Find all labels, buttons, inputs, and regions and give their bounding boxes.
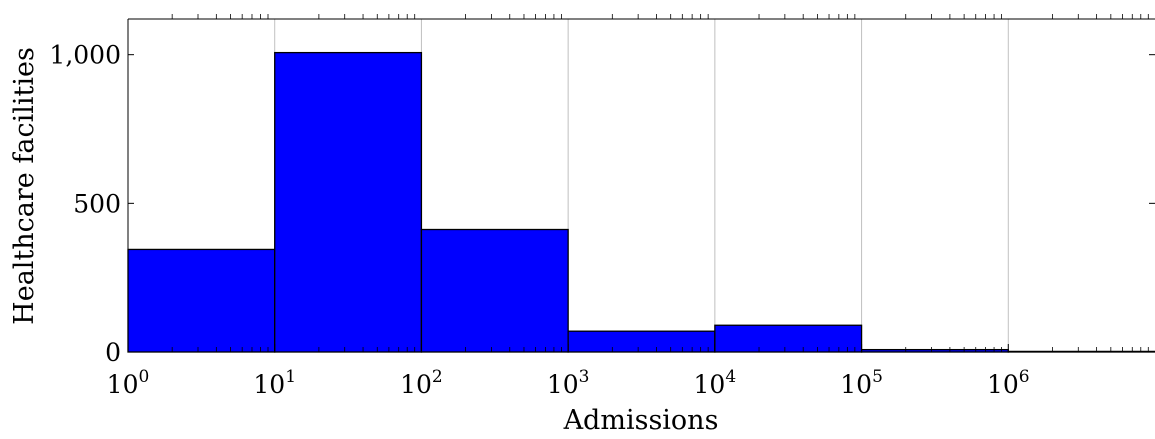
y-tick-label: 500 [73, 189, 121, 218]
histogram-bar [567, 330, 716, 353]
bars [127, 51, 1155, 353]
x-tick-label: 105 [840, 367, 883, 399]
histogram-bar [127, 248, 276, 353]
x-tick-label: 101 [253, 367, 296, 399]
x-tick-label: 106 [987, 367, 1030, 399]
y-tick-label: 0 [105, 338, 121, 367]
x-tick-label: 104 [694, 367, 737, 399]
x-tick-label: 100 [107, 367, 150, 399]
histogram-bar [274, 51, 423, 353]
plot-frame [127, 18, 1155, 353]
histogram-bar [714, 324, 863, 353]
x-ticks: 100 101 102 103 104 105 106 [107, 14, 1149, 399]
histogram-bar [420, 228, 569, 353]
y-ticks: 0 500 1,000 [49, 41, 1155, 367]
x-tick-label: 103 [547, 367, 590, 399]
y-tick-label: 1,000 [49, 41, 121, 70]
x-tick-label: 102 [400, 367, 443, 399]
x-axis-title: Admissions [563, 405, 719, 436]
y-axis-title: Healthcare facilities [9, 47, 40, 325]
